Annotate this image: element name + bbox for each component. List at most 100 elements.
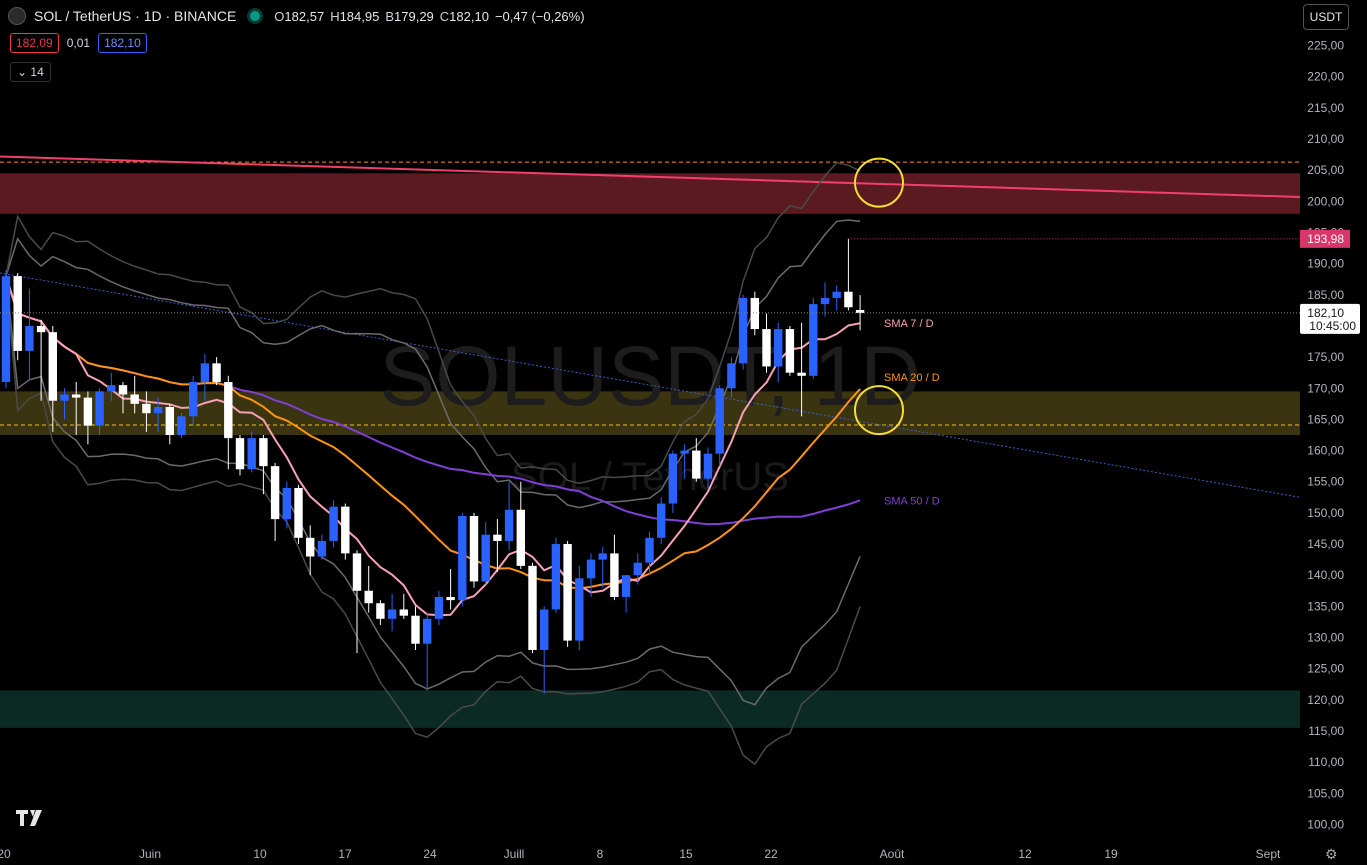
x-tick-label: 19: [1104, 847, 1118, 861]
candle-body: [107, 385, 116, 392]
candle: [341, 503, 350, 560]
candle: [130, 375, 139, 414]
candle: [598, 547, 607, 588]
candle: [329, 500, 338, 548]
candle-body: [434, 597, 444, 619]
y-tick-label: 205,00: [1307, 163, 1344, 177]
candle: [668, 450, 678, 513]
candle: [270, 463, 280, 541]
candle-body: [621, 575, 631, 597]
gear-icon[interactable]: ⚙: [1325, 846, 1338, 862]
candle-body: [72, 394, 81, 398]
buy-button[interactable]: 182,10: [98, 33, 147, 53]
candle-body: [364, 590, 373, 604]
candle: [657, 497, 666, 545]
candle-body: [294, 487, 303, 538]
y-tick-label: 145,00: [1307, 537, 1344, 551]
symbol-title[interactable]: SOL / TetherUS · 1D · BINANCE: [34, 8, 237, 24]
candle: [247, 431, 256, 473]
candle: [785, 325, 795, 376]
candle: [762, 313, 771, 373]
chart-header: SOL / TetherUS · 1D · BINANCE O182,57 H1…: [8, 6, 585, 26]
candle: [563, 540, 572, 647]
candle: [72, 382, 81, 435]
y-tick-label: 200,00: [1307, 194, 1344, 208]
candle-body: [423, 618, 432, 644]
candle-body: [809, 304, 818, 376]
market-status-icon[interactable]: [250, 11, 261, 21]
candle-body: [563, 544, 572, 641]
candle: [832, 285, 841, 311]
y-tick-label: 105,00: [1307, 786, 1344, 800]
high-value: 184,95: [339, 8, 380, 24]
y-tick-label: 175,00: [1307, 350, 1344, 364]
candle: [434, 590, 444, 626]
candle: [107, 372, 116, 401]
x-tick-label: 17: [338, 847, 352, 861]
zone-support-low: [0, 690, 1300, 728]
last-price-label: 182,10: [1307, 306, 1344, 320]
candle-body: [341, 506, 350, 554]
candle-body: [750, 297, 759, 330]
y-tick-label: 150,00: [1307, 506, 1344, 520]
candle: [528, 562, 537, 654]
close-key: C: [439, 8, 450, 24]
zone-resistance: [0, 173, 1300, 214]
y-tick-label: 215,00: [1307, 101, 1344, 115]
candle-body: [832, 291, 841, 298]
candle-body: [668, 453, 678, 504]
y-tick-label: 155,00: [1307, 475, 1344, 489]
candle-body: [633, 562, 642, 576]
candle: [165, 403, 174, 445]
sma-20-label: SMA 20 / D: [884, 372, 940, 384]
candle: [645, 531, 654, 576]
candle: [469, 512, 479, 588]
candle: [399, 593, 408, 619]
sell-button[interactable]: 182,09: [10, 33, 59, 53]
tradingview-logo-icon[interactable]: [14, 806, 46, 830]
candle-body: [259, 438, 268, 467]
candle: [1, 269, 11, 389]
candle-body: [481, 534, 490, 582]
watermark-sub: SOL / TetherUS: [511, 455, 789, 499]
y-tick-label: 185,00: [1307, 288, 1344, 302]
low-value: 179,29: [394, 8, 434, 24]
candle: [83, 391, 93, 445]
candle: [703, 447, 713, 488]
low-key: B: [385, 8, 395, 24]
indicators-toggle[interactable]: ⌄ 14: [10, 62, 51, 82]
candle: [317, 534, 327, 560]
candle-body: [458, 516, 467, 601]
candle-body: [282, 487, 291, 520]
x-tick-label: 20: [0, 847, 11, 861]
candle: [142, 391, 151, 432]
candle-body: [844, 291, 853, 308]
candle-body: [504, 509, 514, 541]
candle-body: [399, 609, 408, 616]
bollinger-lower-2: [5, 276, 861, 706]
order-badges: 182,09 0,01 182,10: [10, 33, 147, 53]
candle-body: [820, 297, 830, 305]
currency-selector[interactable]: USDT: [1303, 4, 1349, 30]
spread-value: 0,01: [66, 36, 91, 50]
candle: [586, 553, 596, 597]
y-tick-label: 190,00: [1307, 257, 1344, 271]
candle: [575, 565, 584, 650]
y-tick-label: 140,00: [1307, 568, 1344, 582]
candle-body: [610, 553, 619, 597]
candle-body: [540, 609, 549, 650]
candle-body: [715, 388, 724, 454]
candle: [189, 375, 198, 426]
candle: [387, 593, 397, 632]
candle: [60, 388, 69, 420]
candle-body: [657, 503, 666, 538]
candle-body: [387, 609, 397, 619]
sma-7-label: SMA 7 / D: [884, 318, 934, 330]
y-tick-label: 220,00: [1307, 70, 1344, 84]
change-value: −0,47 (−0,26%): [494, 8, 585, 24]
candle-body: [516, 509, 525, 566]
candle-body: [329, 506, 338, 541]
y-tick-label: 115,00: [1308, 724, 1344, 738]
x-tick-label: Août: [880, 847, 905, 861]
